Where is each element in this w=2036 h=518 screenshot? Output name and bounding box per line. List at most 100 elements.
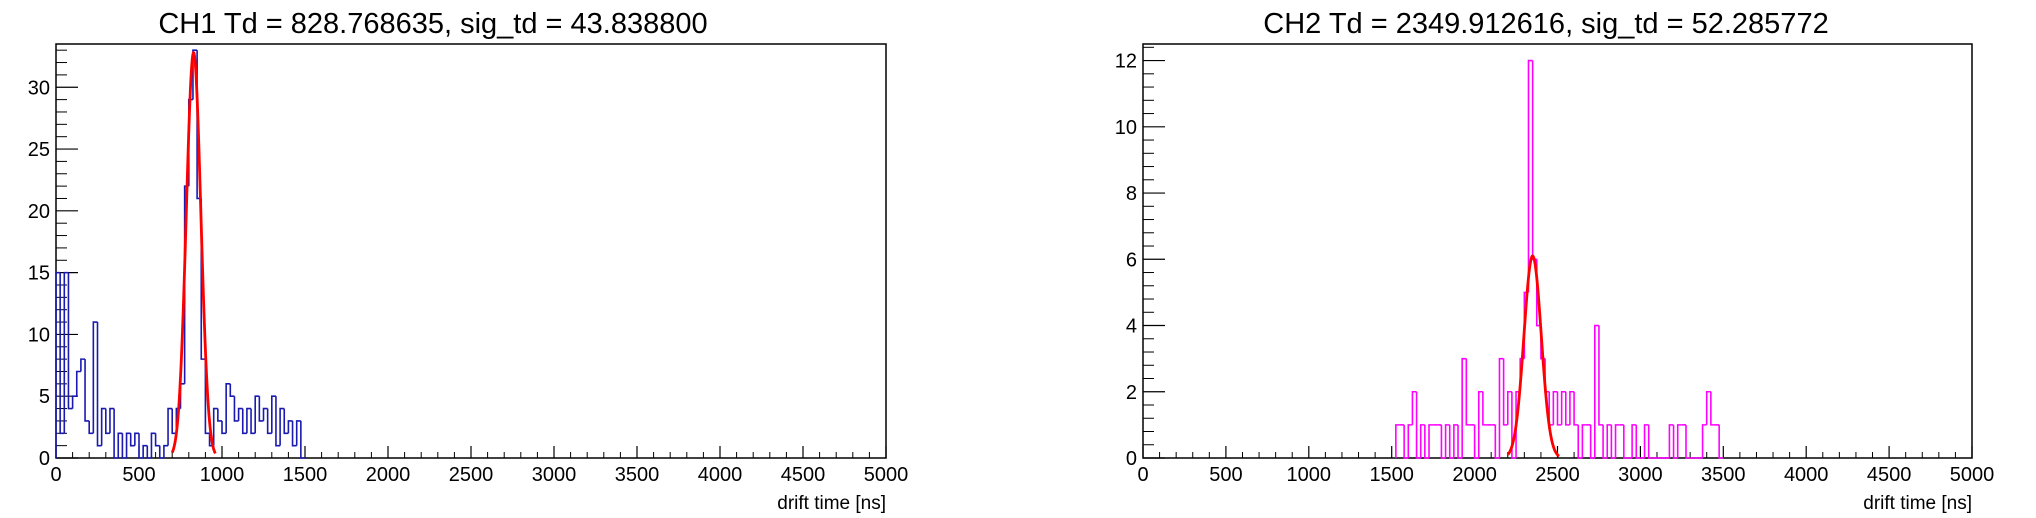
- histogram-bin: [1614, 424, 1620, 458]
- histogram-bin: [80, 358, 86, 372]
- histogram-series: [55, 49, 305, 459]
- x-tick-label: 3500: [1701, 464, 1746, 486]
- histogram-bin: [67, 272, 73, 410]
- fit-series: [1506, 254, 1560, 458]
- histogram-bin: [117, 432, 123, 458]
- histogram-bin: [225, 383, 231, 434]
- y-ticks: 0 5 10 15 20 25 30: [28, 49, 78, 470]
- x-ticks: 0 500 1000 1500 2000 2500 3000 3500 4000 4500 5000: [50, 446, 908, 486]
- histogram-bin: [154, 433, 160, 447]
- histogram-bin: [71, 395, 77, 409]
- y-tick-label: 6: [1126, 249, 1137, 271]
- histogram-bin: [84, 359, 90, 422]
- histogram-bin: [250, 408, 256, 435]
- histogram-bin: [1477, 390, 1483, 458]
- histogram-bin: [1415, 391, 1421, 459]
- x-tick-label: 3000: [532, 464, 577, 486]
- histogram-bin: [1444, 424, 1450, 458]
- histogram-bin: [1457, 424, 1463, 459]
- gaussian-fit-curve: [1506, 254, 1560, 458]
- histogram-bin: [75, 370, 81, 397]
- y-tick-label: 10: [1115, 117, 1137, 139]
- histogram-bin: [212, 407, 218, 446]
- histogram-bin: [1705, 390, 1711, 425]
- chart-title: CH1 Td = 828.768635, sig_td = 43.838800: [158, 8, 707, 40]
- histogram-bin: [1573, 391, 1579, 426]
- histogram-bin: [1556, 391, 1562, 426]
- histogram-bin: [92, 321, 98, 434]
- histogram-bin: [1407, 424, 1413, 458]
- x-tick-label: 2000: [1452, 464, 1497, 486]
- histogram-bin: [1419, 424, 1425, 458]
- y-tick-label: 8: [1126, 183, 1137, 205]
- fit-series: [170, 50, 217, 455]
- x-tick-label: 3500: [615, 464, 660, 486]
- x-tick-label: 500: [122, 464, 155, 486]
- histogram-bin: [1564, 391, 1570, 426]
- chart-title: CH2 Td = 2349.912616, sig_td = 52.285772: [1263, 8, 1828, 40]
- x-tick-label: 1000: [200, 464, 245, 486]
- histogram-bin: [163, 444, 169, 458]
- histogram-bin: [1395, 424, 1400, 458]
- histogram-bin: [262, 407, 268, 421]
- x-tick-label: 1500: [283, 464, 328, 486]
- y-tick-label: 4: [1126, 316, 1137, 338]
- histogram-bin: [241, 408, 247, 435]
- histogram-bin: [1453, 424, 1459, 458]
- x-tick-label: 2500: [449, 464, 494, 486]
- x-tick-label: 4000: [698, 464, 743, 486]
- histogram-bin: [1569, 390, 1575, 425]
- x-tick-label: 4500: [781, 464, 826, 486]
- histogram-bin: [237, 407, 243, 421]
- histogram-bin: [129, 433, 135, 447]
- histogram-bin: [275, 396, 281, 447]
- chart-ch1: CH1 Td = 828.768635, sig_td = 43.838800 …: [28, 8, 909, 514]
- histogram-bin: [1635, 424, 1641, 459]
- histogram-bin: [300, 420, 305, 459]
- x-tick-label: 500: [1209, 464, 1242, 486]
- histogram-bin: [1631, 424, 1637, 458]
- histogram-bin: [295, 420, 301, 446]
- histogram-bin: [287, 420, 293, 434]
- histogram-bin: [1610, 424, 1616, 459]
- x-tick-label: 2500: [1535, 464, 1580, 486]
- histogram-bin: [1440, 424, 1446, 459]
- histogram-bin: [1531, 60, 1537, 261]
- histogram-bin: [1581, 424, 1587, 458]
- histogram-bin: [279, 407, 285, 446]
- histogram-bin: [150, 432, 156, 458]
- histogram-bin: [221, 420, 227, 435]
- histogram-bin: [1473, 424, 1479, 459]
- y-tick-label: 10: [28, 324, 50, 346]
- histogram-bin: [1606, 424, 1612, 458]
- histogram-bin: [1448, 424, 1454, 459]
- histogram-bin: [1623, 424, 1628, 459]
- x-axis-title: drift time [ns]: [777, 493, 886, 514]
- histogram-bin: [1511, 391, 1517, 459]
- x-tick-label: 4000: [1784, 464, 1829, 486]
- histogram-bin: [1506, 390, 1512, 425]
- histogram-bin: [1527, 59, 1533, 293]
- histogram-bin: [229, 383, 235, 398]
- histogram-bin: [1403, 424, 1409, 459]
- x-tick-label: 5000: [864, 464, 909, 486]
- x-tick-label: 0: [50, 464, 61, 486]
- histogram-bin: [96, 322, 102, 447]
- y-tick-label: 25: [28, 139, 50, 161]
- histogram-bin: [1672, 424, 1678, 459]
- histogram-bin: [1718, 424, 1724, 459]
- histogram-bin: [1676, 424, 1682, 458]
- histogram-bin: [105, 408, 110, 435]
- histogram-bin: [109, 407, 115, 434]
- x-tick-label: 1500: [1369, 464, 1414, 486]
- histogram-bin: [55, 271, 61, 458]
- histogram-bin: [1598, 325, 1604, 426]
- histogram-bin: [1668, 424, 1674, 458]
- histogram-bin: [158, 445, 164, 459]
- histogram-bin: [266, 408, 272, 435]
- histogram-bin: [1502, 358, 1508, 426]
- histogram-bin: [233, 396, 239, 422]
- x-axis-title: drift time [ns]: [1863, 493, 1972, 514]
- histogram-bin: [1461, 357, 1467, 458]
